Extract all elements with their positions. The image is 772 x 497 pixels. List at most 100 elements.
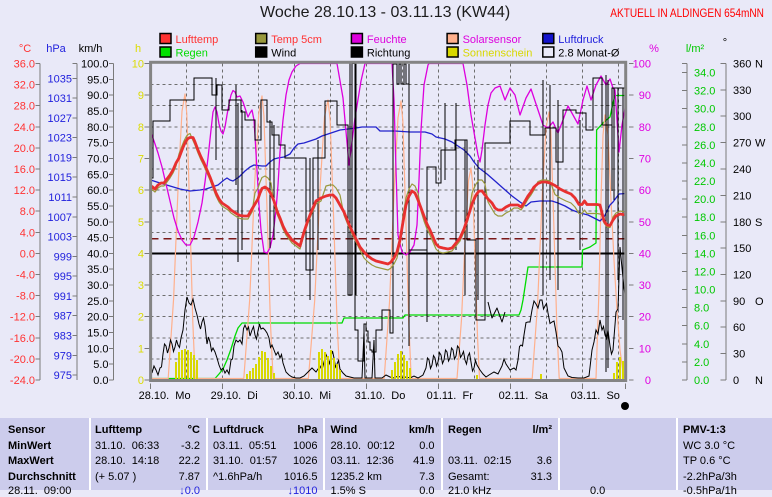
svg-text:991: 991: [54, 291, 72, 303]
svg-text:10: 10: [132, 59, 144, 71]
svg-text:3: 3: [138, 280, 144, 292]
svg-text:03.11. So: 03.11. So: [571, 390, 620, 402]
svg-text:30.0: 30.0: [694, 104, 715, 116]
svg-text:5: 5: [138, 217, 144, 229]
svg-text:1011: 1011: [48, 192, 72, 204]
svg-text:50: 50: [639, 217, 651, 229]
svg-text:90: 90: [733, 296, 745, 308]
svg-text:25.0: 25.0: [87, 296, 108, 308]
svg-text:01.11. Fr: 01.11. Fr: [427, 390, 474, 402]
svg-text:Sonnenschein: Sonnenschein: [463, 48, 533, 60]
svg-text:16.0: 16.0: [14, 164, 35, 176]
svg-text:0: 0: [138, 375, 144, 387]
svg-text:120: 120: [733, 270, 751, 282]
svg-text:0: 0: [645, 375, 651, 387]
svg-text:1019: 1019: [48, 153, 72, 165]
svg-text:31.10. Do: 31.10. Do: [355, 390, 406, 402]
svg-text:22.0: 22.0: [694, 176, 715, 188]
svg-text:240: 240: [733, 164, 751, 176]
svg-text:km/h: km/h: [79, 43, 103, 55]
svg-text:6.0: 6.0: [694, 321, 709, 333]
svg-text:995: 995: [54, 271, 72, 283]
svg-text:24.0: 24.0: [14, 122, 35, 134]
svg-text:987: 987: [54, 311, 72, 323]
svg-text:100: 100: [633, 59, 651, 71]
svg-text:S: S: [755, 217, 762, 229]
svg-text:180: 180: [733, 217, 751, 229]
svg-text:95.0: 95.0: [87, 74, 108, 86]
svg-text:°C: °C: [19, 43, 31, 55]
svg-text:8.0: 8.0: [20, 206, 35, 218]
svg-text:hPa: hPa: [46, 43, 66, 55]
svg-text:1003: 1003: [48, 232, 72, 244]
svg-text:8.0: 8.0: [694, 303, 709, 315]
svg-text:Luftdruck: Luftdruck: [558, 34, 604, 46]
svg-text:20.0: 20.0: [14, 143, 35, 155]
svg-text:1007: 1007: [48, 212, 72, 224]
svg-text:Solarsensor: Solarsensor: [463, 34, 522, 46]
svg-text:34.0: 34.0: [694, 68, 715, 80]
svg-text:-8.0: -8.0: [16, 291, 35, 303]
svg-text:-20.0: -20.0: [10, 354, 35, 366]
svg-text:0.0: 0.0: [93, 375, 108, 387]
svg-text:O: O: [755, 296, 764, 308]
svg-text:10.0: 10.0: [694, 285, 715, 297]
svg-text:45.0: 45.0: [87, 233, 108, 245]
svg-text:2.0: 2.0: [694, 357, 709, 369]
svg-text:6: 6: [138, 185, 144, 197]
svg-text:40.0: 40.0: [87, 248, 108, 260]
svg-text:30.0: 30.0: [87, 280, 108, 292]
svg-text:4.0: 4.0: [20, 227, 35, 239]
svg-text:10.0: 10.0: [87, 343, 108, 355]
svg-text:N: N: [755, 375, 763, 387]
svg-text:60: 60: [733, 322, 745, 334]
svg-text:330: 330: [733, 85, 751, 97]
svg-text:75.0: 75.0: [87, 138, 108, 150]
svg-text:36.0: 36.0: [14, 59, 35, 71]
svg-text:W: W: [755, 138, 766, 150]
svg-text:02.11. Sa: 02.11. Sa: [499, 390, 549, 402]
svg-text:50.0: 50.0: [87, 217, 108, 229]
svg-text:210: 210: [733, 190, 751, 202]
svg-text:100.0: 100.0: [81, 59, 109, 71]
svg-text:14.0: 14.0: [694, 248, 715, 260]
svg-text:90: 90: [639, 90, 651, 102]
svg-text:20.0: 20.0: [87, 312, 108, 324]
svg-text:1: 1: [138, 343, 144, 355]
svg-text:29.10. Di: 29.10. Di: [211, 390, 258, 402]
svg-text:Temp 5cm: Temp 5cm: [271, 34, 322, 46]
svg-text:360: 360: [733, 59, 751, 71]
svg-text:32.0: 32.0: [14, 80, 35, 92]
svg-text:32.0: 32.0: [694, 86, 715, 98]
svg-text:975: 975: [54, 370, 72, 382]
svg-text:%: %: [649, 43, 659, 55]
svg-text:24.0: 24.0: [694, 158, 715, 170]
svg-text:30: 30: [733, 349, 745, 361]
svg-text:80.0: 80.0: [87, 122, 108, 134]
svg-text:9: 9: [138, 90, 144, 102]
svg-text:Regen: Regen: [176, 48, 208, 60]
svg-text:-16.0: -16.0: [10, 333, 35, 345]
svg-text:-12.0: -12.0: [10, 312, 35, 324]
svg-text:60.0: 60.0: [87, 185, 108, 197]
svg-text:979: 979: [54, 350, 72, 362]
svg-text:Richtung: Richtung: [367, 48, 410, 60]
svg-text:70: 70: [639, 153, 651, 165]
svg-text:30.10. Mi: 30.10. Mi: [283, 390, 331, 402]
svg-text:0: 0: [733, 375, 739, 387]
svg-text:26.0: 26.0: [694, 140, 715, 152]
svg-text:7: 7: [138, 153, 144, 165]
svg-text:28.0: 28.0: [694, 122, 715, 134]
svg-text:1023: 1023: [48, 133, 72, 145]
svg-text:35.0: 35.0: [87, 264, 108, 276]
svg-text:20: 20: [639, 312, 651, 324]
svg-text:1027: 1027: [48, 113, 72, 125]
svg-text:4: 4: [138, 248, 144, 260]
svg-text:983: 983: [54, 331, 72, 343]
svg-text:Lufttemp: Lufttemp: [176, 34, 219, 46]
svg-text:300: 300: [733, 111, 751, 123]
svg-text:0.0: 0.0: [20, 248, 35, 260]
svg-text:-4.0: -4.0: [16, 270, 35, 282]
svg-text:N: N: [755, 59, 763, 71]
svg-text:85.0: 85.0: [87, 106, 108, 118]
